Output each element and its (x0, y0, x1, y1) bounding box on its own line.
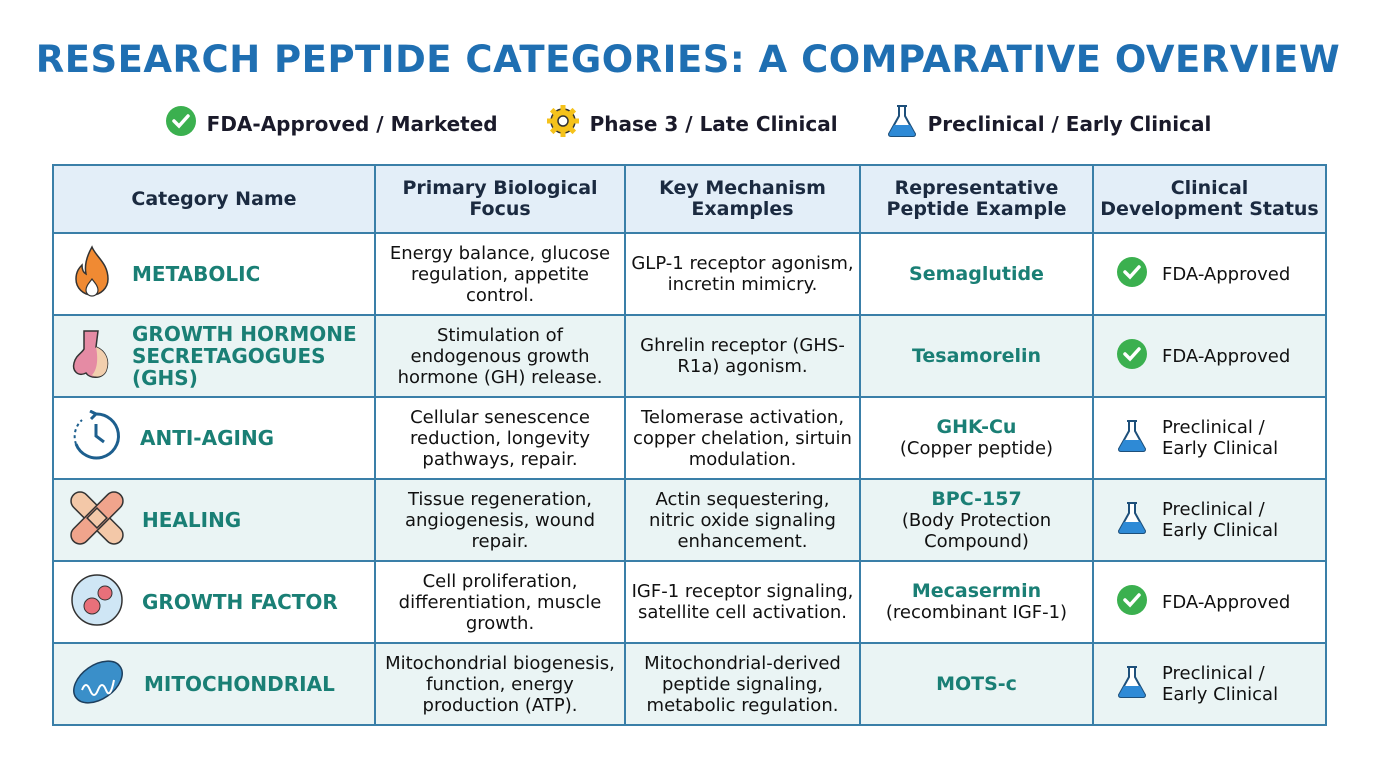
category-cell: METABOLIC (52, 232, 376, 316)
header-mechanism: Key Mechanism Examples (624, 164, 861, 234)
peptide-note: (Body Protection Compound) (901, 509, 1052, 552)
pituitary-gland-icon (70, 327, 114, 386)
table-row: HEALING Tissue regeneration, angiogenesi… (52, 478, 1327, 562)
mechanism-cell: Ghrelin receptor (GHS-R1a) agonism. (624, 314, 861, 398)
legend-label: Preclinical / Early Clinical (927, 111, 1212, 136)
peptide-cell: BPC-157 (Body Protection Compound) (859, 478, 1094, 562)
header-category: Category Name (52, 164, 376, 234)
category-name: HEALING (142, 508, 242, 532)
check-circle-icon (1116, 338, 1148, 375)
status-cell: Preclinical / Early Clinical (1092, 642, 1327, 726)
peptide-note: (Copper peptide) (899, 438, 1054, 459)
focus-cell: Stimulation of endogenous growth hormone… (374, 314, 626, 398)
peptide-cell: GHK-Cu (Copper peptide) (859, 396, 1094, 480)
legend-label: Phase 3 / Late Clinical (589, 111, 838, 136)
header-peptide: Representative Peptide Example (859, 164, 1094, 234)
legend-item: Preclinical / Early Clinical (886, 104, 1212, 143)
category-name: GROWTH FACTOR (142, 590, 338, 614)
table-row: GROWTH FACTOR Cell proliferation, differ… (52, 560, 1327, 644)
peptide-cell: Mecasermin (recombinant IGF-1) (859, 560, 1094, 644)
check-circle-icon (1116, 584, 1148, 621)
header-focus: Primary Biological Focus (374, 164, 626, 234)
status-cell: FDA-Approved (1092, 232, 1327, 316)
mechanism-cell: GLP-1 receptor agonism, incretin mimicry… (624, 232, 861, 316)
mitochondrion-icon (70, 656, 126, 713)
check-circle-icon (165, 105, 197, 142)
legend-item: FDA-Approved / Marketed (165, 104, 498, 143)
category-cell: HEALING (52, 478, 376, 562)
status-label: Preclinical / Early Clinical (1162, 663, 1279, 705)
peptide-note: (recombinant IGF-1) (885, 602, 1068, 623)
legend: FDA-Approved / Marketed Phase 3 / Late Cl… (0, 104, 1376, 143)
mechanism-cell: IGF-1 receptor signaling, satellite cell… (624, 560, 861, 644)
peptide-name: Mecasermin (911, 580, 1042, 602)
table-row: MITOCHONDRIAL Mitochondrial biogenesis, … (52, 642, 1327, 726)
category-name: METABOLIC (132, 262, 261, 286)
gear-icon (546, 104, 580, 143)
focus-cell: Cell proliferation, differentiation, mus… (374, 560, 626, 644)
category-cell: MITOCHONDRIAL (52, 642, 376, 726)
flask-icon (1116, 501, 1148, 540)
status-label: FDA-Approved (1162, 591, 1291, 613)
status-label: FDA-Approved (1162, 263, 1291, 285)
peptide-name: GHK-Cu (936, 416, 1017, 438)
category-name: GROWTH HORMONE SECRETAGOGUES (GHS) (132, 322, 357, 390)
peptide-cell: Semaglutide (859, 232, 1094, 316)
status-label: Preclinical / Early Clinical (1162, 499, 1279, 541)
legend-item: Phase 3 / Late Clinical (546, 104, 838, 143)
status-cell: Preclinical / Early Clinical (1092, 478, 1327, 562)
flask-icon (1116, 665, 1148, 704)
status-label: FDA-Approved (1162, 345, 1291, 367)
check-circle-icon (1116, 256, 1148, 293)
peptide-name: BPC-157 (931, 487, 1022, 510)
table-row: GROWTH HORMONE SECRETAGOGUES (GHS) Stimu… (52, 314, 1327, 398)
page-title: RESEARCH PEPTIDE CATEGORIES: A COMPARATI… (35, 38, 1341, 81)
peptide-cell: MOTS-c (859, 642, 1094, 726)
peptide-name: MOTS-c (936, 672, 1017, 695)
peptide-table: Category Name Primary Biological Focus K… (52, 164, 1327, 726)
status-cell: FDA-Approved (1092, 314, 1327, 398)
table-row: METABOLIC Energy balance, glucose regula… (52, 232, 1327, 316)
flame-icon (70, 244, 114, 304)
cell-icon (70, 573, 124, 632)
table-header-row: Category Name Primary Biological Focus K… (52, 164, 1327, 234)
category-name: ANTI-AGING (140, 426, 275, 450)
table-row: ANTI-AGING Cellular senescence reduction… (52, 396, 1327, 480)
category-cell: ANTI-AGING (52, 396, 376, 480)
mechanism-cell: Mitochondrial-derived peptide signaling,… (624, 642, 861, 726)
flask-icon (886, 104, 918, 143)
mechanism-cell: Actin sequestering, nitric oxide signali… (624, 478, 861, 562)
status-cell: Preclinical / Early Clinical (1092, 396, 1327, 480)
category-cell: GROWTH HORMONE SECRETAGOGUES (GHS) (52, 314, 376, 398)
peptide-name: Tesamorelin (911, 344, 1042, 367)
legend-label: FDA-Approved / Marketed (206, 111, 498, 136)
flask-icon (1116, 419, 1148, 458)
clock-rewind-icon (70, 409, 122, 467)
status-label: Preclinical / Early Clinical (1162, 417, 1279, 459)
bandage-icon (70, 490, 124, 550)
peptide-cell: Tesamorelin (859, 314, 1094, 398)
category-name: MITOCHONDRIAL (144, 672, 335, 696)
header-status: Clinical Development Status (1092, 164, 1327, 234)
status-cell: FDA-Approved (1092, 560, 1327, 644)
focus-cell: Energy balance, glucose regulation, appe… (374, 232, 626, 316)
focus-cell: Mitochondrial biogenesis, function, ener… (374, 642, 626, 726)
focus-cell: Tissue regeneration, angiogenesis, wound… (374, 478, 626, 562)
focus-cell: Cellular senescence reduction, longevity… (374, 396, 626, 480)
category-cell: GROWTH FACTOR (52, 560, 376, 644)
mechanism-cell: Telomerase activation, copper chelation,… (624, 396, 861, 480)
peptide-name: Semaglutide (909, 262, 1044, 285)
